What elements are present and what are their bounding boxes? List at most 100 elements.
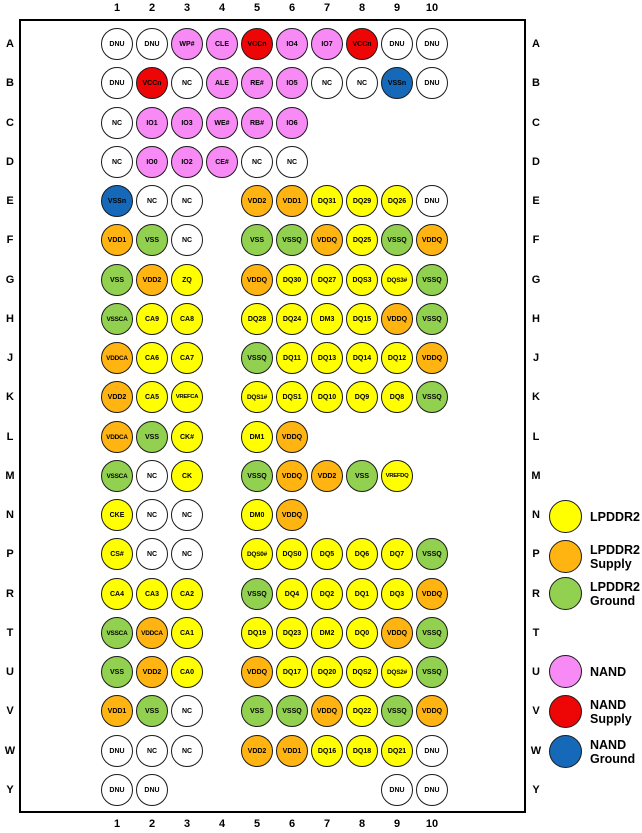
column-label-bottom-7: 7 [323, 818, 331, 830]
row-label-right-F: F [532, 234, 540, 246]
ball-C5: RB# [241, 107, 273, 139]
ball-P2: NC [136, 538, 168, 570]
column-label-bottom-9: 9 [393, 818, 401, 830]
row-label-left-D: D [6, 156, 14, 168]
legend-label-lpddr2: LPDDR2 [590, 510, 640, 524]
ball-L5: DM1 [241, 421, 273, 453]
ball-K8: DQ9 [346, 381, 378, 413]
ball-K1: VDD2 [101, 381, 133, 413]
ball-E1: VSSn [101, 185, 133, 217]
legend-swatch-lpddr2 [549, 500, 582, 533]
ball-A1: DNU [101, 28, 133, 60]
ball-H7: DM3 [311, 303, 343, 335]
ball-A4: CLE [206, 28, 238, 60]
ball-J3: CA7 [171, 342, 203, 374]
ball-P6: DQS0 [276, 538, 308, 570]
ball-B6: IO5 [276, 67, 308, 99]
row-label-left-T: T [6, 627, 14, 639]
column-label-bottom-5: 5 [253, 818, 261, 830]
ball-A6: IO4 [276, 28, 308, 60]
row-label-left-F: F [6, 234, 14, 246]
row-label-left-L: L [6, 431, 14, 443]
ball-M1: VSSCA [101, 460, 133, 492]
column-label-top-5: 5 [253, 2, 261, 14]
legend-swatch-lpddr2_ground [549, 577, 582, 610]
legend-label-nand: NAND [590, 665, 626, 679]
ball-T10: VSSQ [416, 617, 448, 649]
legend-label-line: LPDDR2 [590, 543, 641, 557]
column-label-bottom-4: 4 [218, 818, 226, 830]
ball-M9: VREFDQ [381, 460, 413, 492]
ball-U5: VDDQ [241, 656, 273, 688]
ball-H3: CA8 [171, 303, 203, 335]
ball-E7: DQ31 [311, 185, 343, 217]
ball-V7: VDDQ [311, 695, 343, 727]
legend-label-line: NAND [590, 698, 627, 712]
ball-D4: CE# [206, 146, 238, 178]
ball-E8: DQ29 [346, 185, 378, 217]
legend-swatch-nand [549, 655, 582, 688]
ball-G6: DQ30 [276, 264, 308, 296]
ball-T8: DQ0 [346, 617, 378, 649]
row-label-right-T: T [532, 627, 540, 639]
ball-W9: DQ21 [381, 735, 413, 767]
ball-J5: VSSQ [241, 342, 273, 374]
ball-W3: NC [171, 735, 203, 767]
row-label-right-E: E [532, 195, 540, 207]
ball-B1: DNU [101, 67, 133, 99]
legend-label-nand_ground: NAND Ground [590, 738, 635, 766]
ball-U9: DQS2# [381, 656, 413, 688]
ball-L2: VSS [136, 421, 168, 453]
ball-R9: DQ3 [381, 578, 413, 610]
ball-K10: VSSQ [416, 381, 448, 413]
ball-C3: IO3 [171, 107, 203, 139]
ball-L3: CK# [171, 421, 203, 453]
ball-D1: NC [101, 146, 133, 178]
ball-F5: VSS [241, 224, 273, 256]
ball-H5: DQ28 [241, 303, 273, 335]
row-label-right-P: P [532, 548, 540, 560]
ball-B3: NC [171, 67, 203, 99]
ball-T9: VDDQ [381, 617, 413, 649]
row-label-left-P: P [6, 548, 14, 560]
ball-Y1: DNU [101, 774, 133, 806]
chip-outline [19, 19, 526, 813]
ball-V9: VSSQ [381, 695, 413, 727]
ball-L6: VDDQ [276, 421, 308, 453]
row-label-right-A: A [532, 38, 540, 50]
ball-G5: VDDQ [241, 264, 273, 296]
ball-J8: DQ14 [346, 342, 378, 374]
ball-F3: NC [171, 224, 203, 256]
ball-A5: VCCn [241, 28, 273, 60]
ball-F9: VSSQ [381, 224, 413, 256]
column-label-top-8: 8 [358, 2, 366, 14]
legend-label-line: Supply [590, 712, 632, 726]
ball-A2: DNU [136, 28, 168, 60]
ball-G2: VDD2 [136, 264, 168, 296]
column-label-bottom-1: 1 [113, 818, 121, 830]
row-label-right-J: J [532, 352, 540, 364]
row-label-left-V: V [6, 705, 14, 717]
ball-E2: NC [136, 185, 168, 217]
ball-B9: VSSn [381, 67, 413, 99]
legend-label-lpddr2_supply: LPDDR2 Supply [590, 543, 640, 571]
row-label-right-U: U [532, 666, 540, 678]
ball-F6: VSSQ [276, 224, 308, 256]
ball-N6: VDDQ [276, 499, 308, 531]
row-label-left-K: K [6, 391, 14, 403]
ball-B7: NC [311, 67, 343, 99]
ball-N2: NC [136, 499, 168, 531]
legend-label-line: Ground [590, 752, 636, 766]
ball-Y2: DNU [136, 774, 168, 806]
ball-C6: IO6 [276, 107, 308, 139]
ball-P9: DQ7 [381, 538, 413, 570]
ball-U1: VSS [101, 656, 133, 688]
ball-H9: VDDQ [381, 303, 413, 335]
ball-N5: DM0 [241, 499, 273, 531]
row-label-right-H: H [532, 313, 540, 325]
ball-D5: NC [241, 146, 273, 178]
ball-B8: NC [346, 67, 378, 99]
ball-M3: CK [171, 460, 203, 492]
ball-R10: VDDQ [416, 578, 448, 610]
